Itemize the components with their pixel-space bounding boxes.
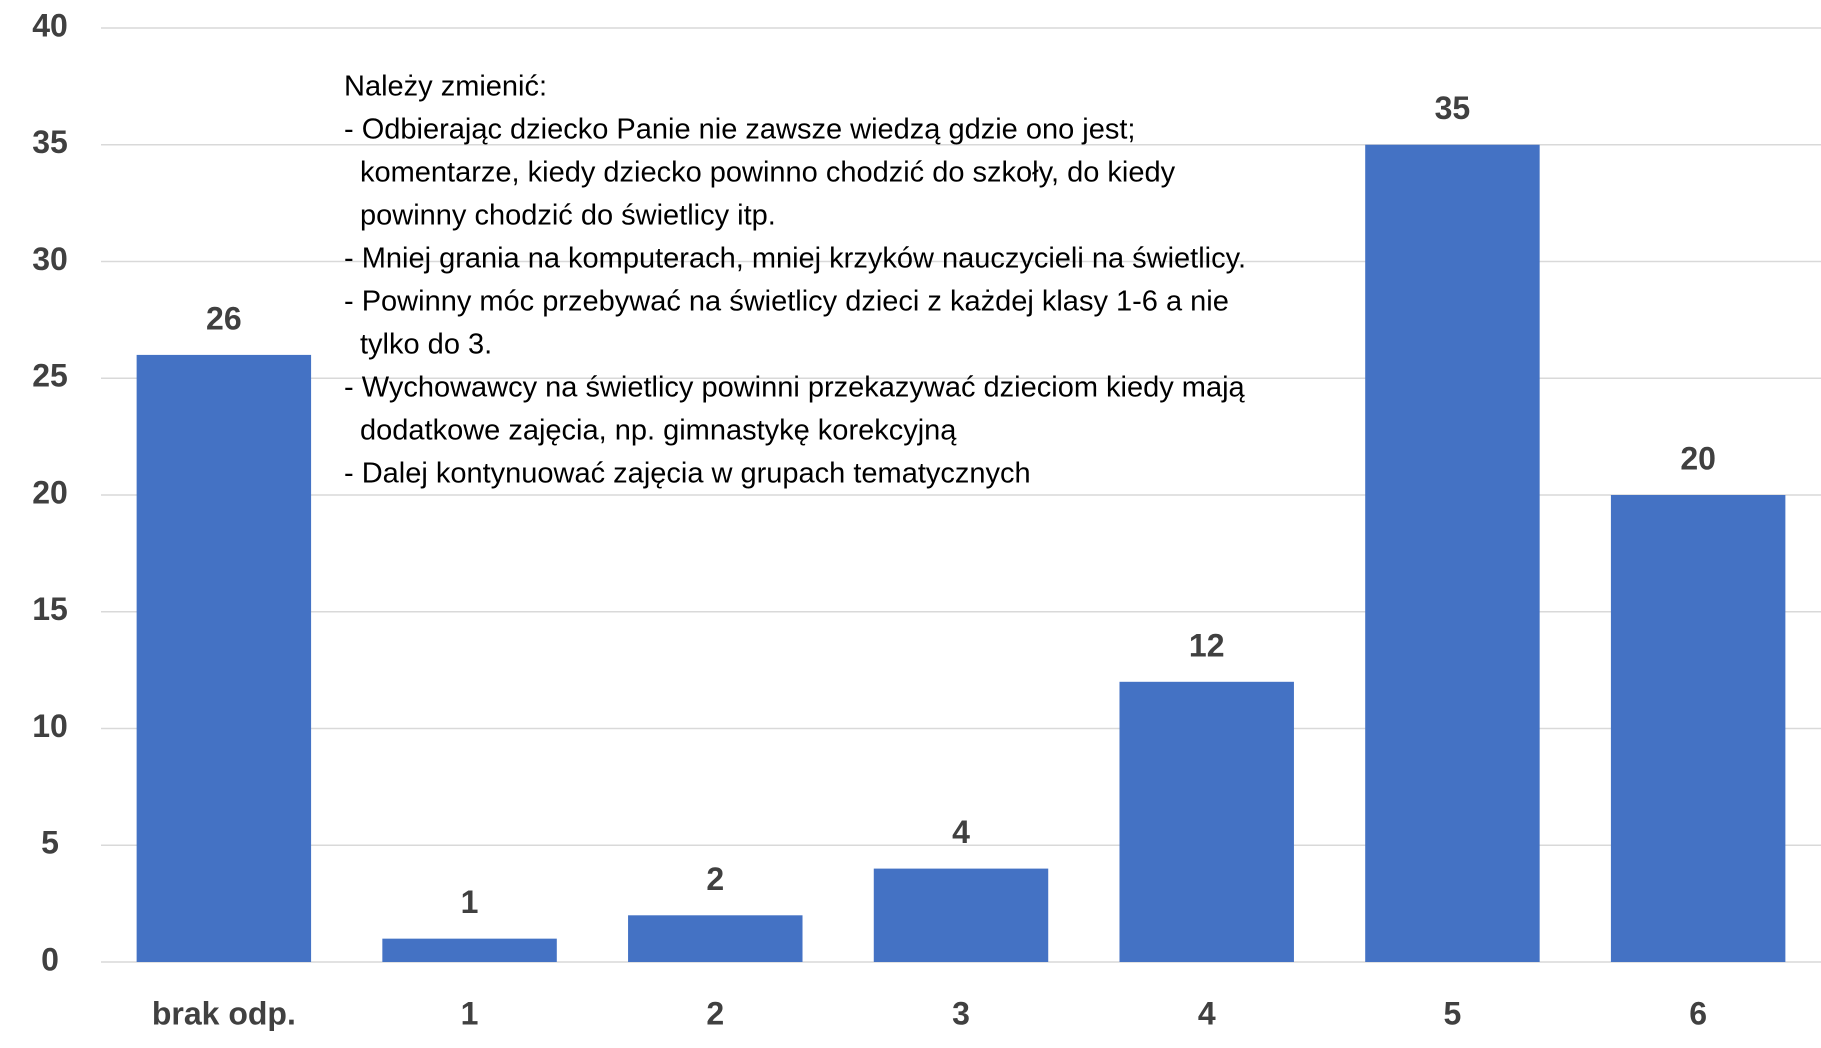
- y-tick-label: 35: [32, 124, 68, 160]
- annotation-line: - Mniej grania na komputerach, mniej krz…: [344, 243, 1246, 275]
- y-tick-label: 0: [41, 941, 59, 977]
- bar: [1119, 681, 1294, 962]
- bar: [382, 938, 557, 962]
- bar: [1610, 495, 1786, 962]
- y-tick-label: 30: [32, 241, 68, 277]
- value-label: 4: [952, 814, 970, 850]
- y-tick-label: 5: [41, 825, 59, 861]
- y-tick-label: 15: [32, 591, 68, 627]
- value-label: 35: [1435, 90, 1471, 126]
- y-tick-label: 25: [32, 358, 68, 394]
- annotation-line: - Odbierając dziecko Panie nie zawsze wi…: [344, 114, 1135, 146]
- x-tick-label: 5: [1444, 995, 1462, 1031]
- x-tick-label: brak odp.: [152, 995, 296, 1031]
- bar: [873, 868, 1049, 962]
- annotation-line: Należy zmienić:: [344, 71, 547, 103]
- annotation-line: - Powinny móc przebywać na świetlicy dzi…: [344, 286, 1229, 318]
- bar: [628, 915, 803, 962]
- value-label: 1: [461, 884, 479, 920]
- annotation-line: dodatkowe zajęcia, np. gimnastykę korekc…: [360, 415, 957, 447]
- bar: [1365, 144, 1540, 962]
- annotation-line: tylko do 3.: [360, 329, 492, 361]
- annotation-line: komentarze, kiedy dziecko powinno chodzi…: [360, 157, 1176, 189]
- value-label: 26: [206, 300, 242, 336]
- value-label: 20: [1680, 440, 1716, 476]
- x-tick-label: 2: [706, 995, 724, 1031]
- y-tick-label: 10: [32, 708, 68, 744]
- bar: [136, 354, 312, 962]
- annotation-line: powinny chodzić do świetlicy itp.: [360, 200, 776, 232]
- x-tick-label: 3: [952, 995, 970, 1031]
- value-label: 12: [1189, 627, 1225, 663]
- x-tick-label: 6: [1689, 995, 1707, 1031]
- x-tick-label: 1: [461, 995, 479, 1031]
- value-label: 2: [706, 861, 724, 897]
- annotation-line: - Dalej kontynuować zajęcia w grupach te…: [344, 458, 1031, 490]
- annotation-line: - Wychowawcy na świetlicy powinni przeka…: [344, 372, 1246, 404]
- x-tick-label: 4: [1198, 995, 1216, 1031]
- y-tick-label: 20: [32, 474, 68, 510]
- y-tick-label: 40: [32, 7, 68, 43]
